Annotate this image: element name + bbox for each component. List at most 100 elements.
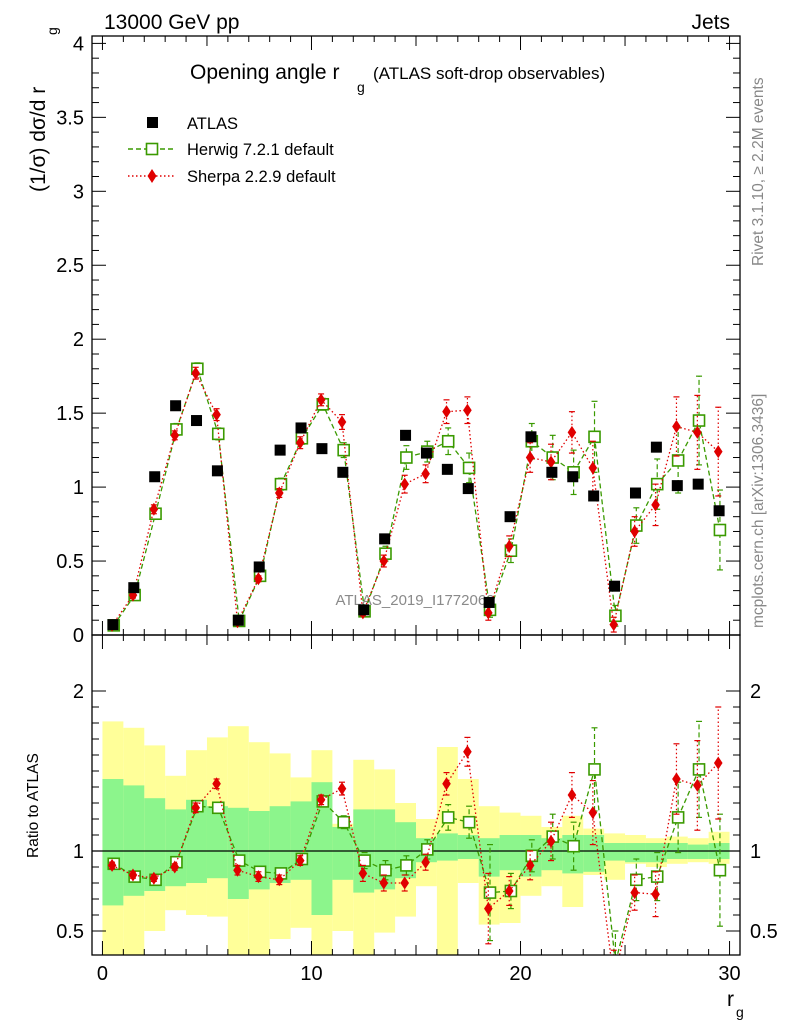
sherpa-ratio-point xyxy=(609,973,618,986)
main-y-tick-label: 3 xyxy=(73,181,84,203)
sherpa-ratio-point xyxy=(630,886,639,900)
ratio-y-tick-label: 2 xyxy=(73,681,84,703)
sherpa-point xyxy=(609,618,619,632)
x-tick-label: 10 xyxy=(300,963,322,985)
sherpa-point xyxy=(588,461,598,475)
herwig-ratio-point xyxy=(232,854,246,867)
sherpa-ratio-point xyxy=(128,868,138,882)
ratio-y-tick-label-right: 0.5 xyxy=(750,921,778,943)
sherpa-ratio-point xyxy=(651,887,660,901)
sherpa-point xyxy=(400,477,410,491)
atlas-point xyxy=(629,487,641,499)
uncertainty-band-inner xyxy=(457,835,479,859)
sherpa-point xyxy=(421,467,430,481)
herwig-ratio-point xyxy=(671,811,685,824)
sherpa-ratio-point xyxy=(672,772,681,786)
herwig-ratio-point xyxy=(211,801,225,815)
atlas-point xyxy=(128,582,140,594)
sherpa-ratio-point xyxy=(233,863,242,877)
herwig-ratio-point xyxy=(588,763,601,776)
sherpa-ratio-point xyxy=(191,801,200,815)
ratio-axis-ticks: 0.5 0.51 12 20 10 20 30 xyxy=(56,635,778,985)
sherpa-point xyxy=(379,554,389,568)
atlas-point xyxy=(609,580,621,592)
atlas-point xyxy=(379,533,391,545)
ratio-y-tick-label-right: 1 xyxy=(750,841,761,863)
legend-herwig-marker xyxy=(145,142,159,156)
main-panel: Opening angle r g (ATLAS soft-drop obser… xyxy=(27,27,741,647)
sherpa-line xyxy=(111,371,719,626)
main-y-tick-label: 4 xyxy=(73,33,84,55)
herwig-ratio-point xyxy=(692,763,706,776)
sherpa-point xyxy=(337,415,347,429)
uncertainty-band-outer xyxy=(457,779,479,883)
sherpa-point xyxy=(504,539,514,553)
atlas-point xyxy=(337,466,349,478)
herwig-ratio-line xyxy=(113,767,721,955)
atlas-point xyxy=(191,415,203,427)
atlas-point xyxy=(420,447,432,459)
ratio-panel: Ratio to ATLAS 0.5 0.51 12 20 10 20 30 r g xyxy=(25,634,778,1020)
sherpa-ratio-point xyxy=(212,777,221,791)
sherpa-ratio-point xyxy=(693,778,702,792)
atlas-point xyxy=(441,463,453,475)
sherpa-ratio-point xyxy=(274,873,284,887)
sherpa-ratio-point xyxy=(567,788,577,802)
atlas-point xyxy=(149,471,161,483)
sherpa-ratio-point xyxy=(170,860,180,874)
sherpa-ratio-point xyxy=(337,782,347,796)
atlas-point xyxy=(692,478,704,490)
sherpa-point xyxy=(651,498,660,512)
uncertainty-band-inner xyxy=(269,806,291,883)
legend: ATLAS Herwig 7.2.1 default Sherpa 2.2.9 … xyxy=(128,115,336,186)
legend-herwig-label: Herwig 7.2.1 default xyxy=(187,141,334,159)
uncertainty-band-inner xyxy=(311,782,333,915)
mcplots-label: mcplots.cern.ch [arXiv:1306.3436] xyxy=(750,394,767,628)
atlas-point xyxy=(170,400,182,412)
uncertainty-band-inner xyxy=(541,838,563,871)
uncertainty-band-inner xyxy=(478,838,500,877)
herwig-ratio-point xyxy=(567,839,580,853)
uncertainty-band-inner xyxy=(332,827,354,880)
main-y-tick-label: 0 xyxy=(73,625,84,647)
atlas-point xyxy=(358,604,370,616)
herwig-point xyxy=(692,414,706,427)
atlas-point xyxy=(713,505,725,517)
sherpa-point xyxy=(672,419,681,433)
sherpa-ratio-point xyxy=(400,876,410,890)
uncertainty-band-inner xyxy=(687,844,709,859)
herwig-line xyxy=(113,366,721,626)
atlas-point xyxy=(107,619,119,631)
uncertainty-band-inner xyxy=(625,843,646,863)
sherpa-point xyxy=(149,502,159,516)
ratio-ylabel: Ratio to ATLAS xyxy=(25,753,42,858)
sherpa-point xyxy=(525,451,535,465)
rivet-label: Rivet 3.1.10, ≥ 2.2M events xyxy=(750,77,767,266)
sherpa-point xyxy=(630,524,639,538)
sherpa-ratio-point xyxy=(295,854,305,868)
main-title-subscript: g xyxy=(357,79,365,95)
header-left: 13000 GeV pp xyxy=(104,11,239,34)
herwig-point xyxy=(713,523,727,537)
sherpa-ratio-point xyxy=(504,884,514,898)
herwig-point xyxy=(588,430,601,444)
herwig-ratio-point xyxy=(630,873,643,887)
sherpa-point xyxy=(713,445,723,459)
herwig-ratio-point xyxy=(441,811,455,824)
sherpa-point xyxy=(546,455,556,469)
herwig-point xyxy=(462,461,476,475)
main-y-tick-label: 2 xyxy=(73,329,84,351)
sherpa-ratio-point xyxy=(546,834,556,848)
uncertainty-band-inner xyxy=(123,785,145,896)
ratio-y-tick-label-right: 2 xyxy=(750,681,761,703)
sherpa-point xyxy=(567,425,577,439)
herwig-point xyxy=(337,443,350,457)
atlas-point xyxy=(316,443,328,455)
herwig-ratio-point xyxy=(379,863,392,877)
sherpa-point xyxy=(463,403,472,417)
sherpa-ratio-point xyxy=(421,855,430,869)
sherpa-point xyxy=(274,486,284,500)
sherpa-point xyxy=(484,606,493,620)
legend-atlas-marker xyxy=(147,117,158,128)
sherpa-ratio-point xyxy=(713,756,723,770)
